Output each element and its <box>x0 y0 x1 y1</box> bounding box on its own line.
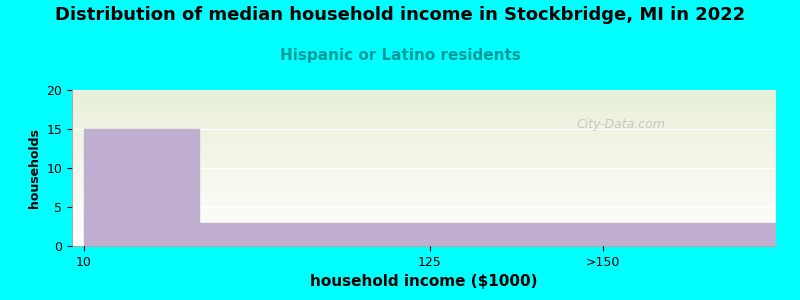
Bar <box>83 129 199 246</box>
Bar <box>199 223 776 246</box>
Y-axis label: households: households <box>28 128 41 208</box>
X-axis label: household income ($1000): household income ($1000) <box>310 274 538 289</box>
Text: City-Data.com: City-Data.com <box>577 118 666 131</box>
Text: Hispanic or Latino residents: Hispanic or Latino residents <box>279 48 521 63</box>
Text: Distribution of median household income in Stockbridge, MI in 2022: Distribution of median household income … <box>55 6 745 24</box>
